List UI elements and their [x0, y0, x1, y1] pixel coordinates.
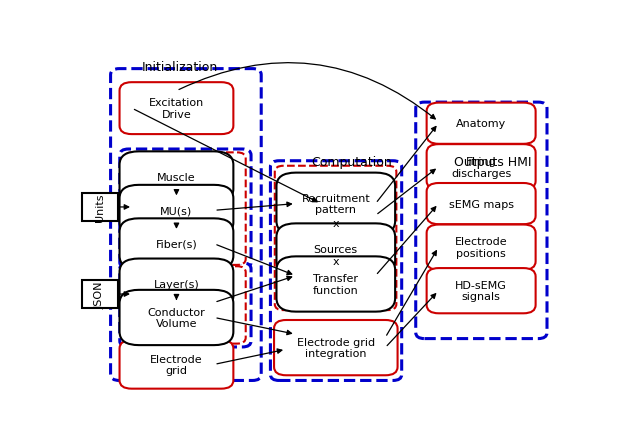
Text: Layer(s): Layer(s)	[154, 279, 199, 289]
FancyBboxPatch shape	[416, 103, 547, 339]
FancyBboxPatch shape	[119, 219, 233, 270]
Text: Transfer
function: Transfer function	[313, 273, 359, 295]
FancyBboxPatch shape	[427, 225, 536, 270]
FancyBboxPatch shape	[119, 185, 233, 236]
FancyBboxPatch shape	[120, 263, 251, 347]
Text: Recruitment
pattern: Recruitment pattern	[301, 194, 370, 215]
Text: Firing
discharges: Firing discharges	[451, 157, 511, 178]
Text: sEMG maps: sEMG maps	[449, 199, 514, 209]
Text: Muscle: Muscle	[157, 172, 196, 182]
FancyBboxPatch shape	[276, 224, 395, 275]
Text: Electrode
positions: Electrode positions	[455, 237, 508, 258]
FancyBboxPatch shape	[119, 152, 233, 203]
FancyBboxPatch shape	[124, 153, 246, 265]
FancyBboxPatch shape	[111, 69, 261, 381]
Text: Units: Units	[95, 193, 105, 222]
FancyBboxPatch shape	[275, 166, 396, 310]
FancyBboxPatch shape	[276, 173, 395, 235]
FancyBboxPatch shape	[427, 269, 536, 314]
FancyBboxPatch shape	[274, 320, 398, 375]
Text: JSON: JSON	[95, 281, 105, 308]
FancyBboxPatch shape	[82, 193, 118, 222]
FancyBboxPatch shape	[427, 145, 536, 190]
Text: Outputs HMI: Outputs HMI	[454, 156, 531, 169]
Text: Electrode grid
integration: Electrode grid integration	[297, 337, 375, 358]
Text: Initialization: Initialization	[142, 61, 218, 74]
FancyBboxPatch shape	[427, 184, 536, 225]
Text: Electrode
grid: Electrode grid	[150, 354, 202, 375]
Text: x: x	[332, 218, 339, 228]
FancyBboxPatch shape	[427, 103, 536, 145]
FancyBboxPatch shape	[119, 83, 233, 135]
Text: Sources: Sources	[314, 244, 358, 254]
FancyBboxPatch shape	[82, 280, 118, 309]
FancyBboxPatch shape	[119, 259, 233, 310]
Text: Computation: Computation	[311, 156, 392, 169]
FancyBboxPatch shape	[120, 150, 251, 269]
FancyBboxPatch shape	[124, 266, 246, 344]
FancyBboxPatch shape	[119, 340, 233, 389]
Text: MU(s): MU(s)	[161, 206, 192, 216]
Text: x: x	[332, 256, 339, 266]
Text: Conductor
Volume: Conductor Volume	[148, 307, 206, 329]
FancyBboxPatch shape	[119, 290, 233, 345]
FancyBboxPatch shape	[271, 161, 402, 381]
Text: Fiber(s): Fiber(s)	[156, 239, 198, 249]
Text: Excitation
Drive: Excitation Drive	[149, 98, 204, 120]
Text: HD-sEMG
signals: HD-sEMG signals	[455, 280, 507, 302]
FancyBboxPatch shape	[276, 257, 395, 312]
Text: Anatomy: Anatomy	[456, 119, 506, 129]
